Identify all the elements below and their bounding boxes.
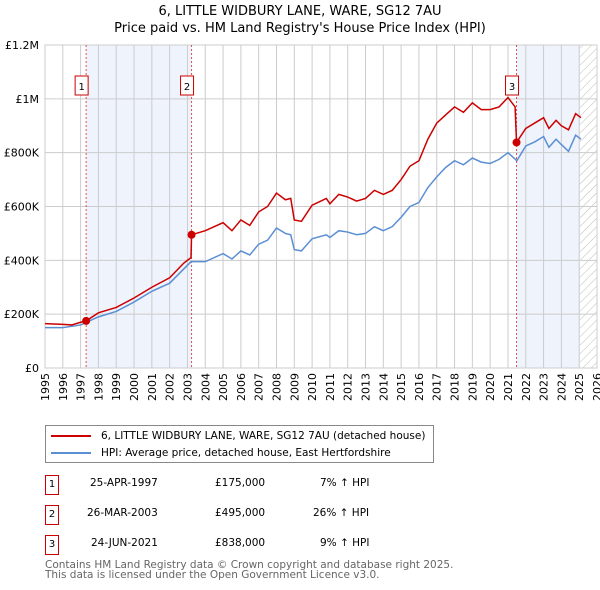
x-tick-label: 2008: [270, 373, 283, 401]
x-tick-label: 2014: [377, 373, 390, 401]
sale-price: £838,000: [215, 537, 266, 549]
x-tick-label: 2001: [146, 373, 159, 401]
x-tick-label: 1996: [57, 373, 70, 401]
y-tick-label: £1.2M: [5, 39, 39, 52]
x-tick-label: 2023: [538, 373, 551, 401]
footer: Contains HM Land Registry data © Crown c…: [45, 559, 454, 581]
sale-point: [82, 316, 91, 325]
y-tick-label: £800K: [4, 147, 40, 160]
x-tick-label: 2018: [449, 373, 462, 401]
legend-swatch-red: [51, 435, 91, 437]
x-tick-label: 2000: [128, 373, 141, 401]
legend-label: HPI: Average price, detached house, East…: [101, 447, 391, 459]
x-tick-label: 2003: [181, 373, 194, 401]
sale-marker-box: 2: [45, 505, 59, 525]
sale-label-box: [180, 75, 195, 96]
x-tick-label: 1998: [92, 373, 105, 401]
sale-label-box: [74, 75, 89, 96]
sale-date: 24-JUN-2021: [91, 537, 158, 549]
x-tick-label: 2025: [573, 373, 586, 401]
sale-hpi: 9% ↑ HPI: [320, 537, 370, 549]
x-tick-label: 2016: [413, 373, 426, 401]
x-tick-label: 1999: [110, 373, 123, 401]
legend-label: 6, LITTLE WIDBURY LANE, WARE, SG12 7AU (…: [101, 430, 426, 442]
sale-price: £495,000: [215, 507, 266, 519]
sale-price: £175,000: [215, 477, 266, 489]
sale-row: 3 24-JUN-2021 £838,000 9% ↑ HPI: [45, 535, 465, 555]
x-tick-label: 1997: [75, 373, 88, 401]
sale-label: 1: [78, 82, 84, 93]
x-tick-label: 2013: [360, 373, 373, 401]
sale-marker-box: 1: [45, 475, 59, 495]
y-tick-label: £200K: [4, 308, 40, 321]
x-tick-label: 2019: [466, 373, 479, 401]
sale-row: 1 25-APR-1997 £175,000 7% ↑ HPI: [45, 475, 465, 495]
legend-item-hpi: HPI: Average price, detached house, East…: [51, 445, 391, 461]
sale-row: 2 26-MAR-2003 £495,000 26% ↑ HPI: [45, 505, 465, 525]
sale-label: 3: [509, 82, 515, 93]
x-tick-label: 2021: [502, 373, 515, 401]
y-tick-label: £0: [25, 362, 39, 375]
hpi-line: [45, 134, 582, 329]
x-tick-label: 1995: [39, 373, 52, 401]
x-tick-label: 2004: [199, 373, 212, 401]
x-tick-label: 2006: [235, 373, 248, 401]
price-chart: 1995 1996 1997 1998 1999 2000 2001 2002 2003 2004…: [4, 39, 600, 401]
x-tick-label: 2002: [164, 373, 177, 401]
y-tick-label: £1M: [16, 93, 40, 106]
sale-label-box: [505, 75, 520, 96]
footer-line: This data is licensed under the Open Gov…: [45, 569, 380, 581]
y-tick-label: £600K: [4, 201, 40, 214]
sale-label: 2: [184, 82, 190, 93]
x-tick-label: 2007: [253, 373, 266, 401]
legend-swatch-blue: [51, 452, 91, 454]
sale-date: 26-MAR-2003: [87, 507, 158, 519]
sale-date: 25-APR-1997: [90, 477, 158, 489]
x-tick-label: 2026: [591, 373, 600, 401]
sale-point: [187, 230, 196, 239]
x-tick-label: 2010: [306, 373, 319, 401]
chart-subtitle: Price paid vs. HM Land Registry's House …: [114, 21, 486, 36]
plot-border: [44, 44, 598, 369]
legend: 6, LITTLE WIDBURY LANE, WARE, SG12 7AU (…: [45, 425, 434, 463]
y-tick-label: £400K: [4, 254, 40, 267]
x-tick-label: 2015: [395, 373, 408, 401]
x-tick-label: 2011: [324, 373, 337, 401]
x-tick-label: 2009: [288, 373, 301, 401]
sale-marker-box: 3: [45, 535, 59, 555]
x-tick-label: 2022: [520, 373, 533, 401]
x-tick-label: 2017: [431, 373, 444, 401]
chart-title: 6, LITTLE WIDBURY LANE, WARE, SG12 7AU: [158, 4, 442, 19]
x-tick-label: 2012: [342, 373, 355, 401]
legend-item-property: 6, LITTLE WIDBURY LANE, WARE, SG12 7AU (…: [51, 428, 425, 444]
x-tick-label: 2005: [217, 373, 230, 401]
footer-line: Contains HM Land Registry data © Crown c…: [45, 559, 454, 571]
sale-hpi: 7% ↑ HPI: [320, 477, 370, 489]
sale-point: [512, 138, 521, 147]
price-paid-line: [44, 96, 582, 326]
x-tick-label: 2024: [555, 373, 568, 401]
x-tick-label: 2020: [484, 373, 497, 401]
sale-hpi: 26% ↑ HPI: [313, 507, 370, 519]
